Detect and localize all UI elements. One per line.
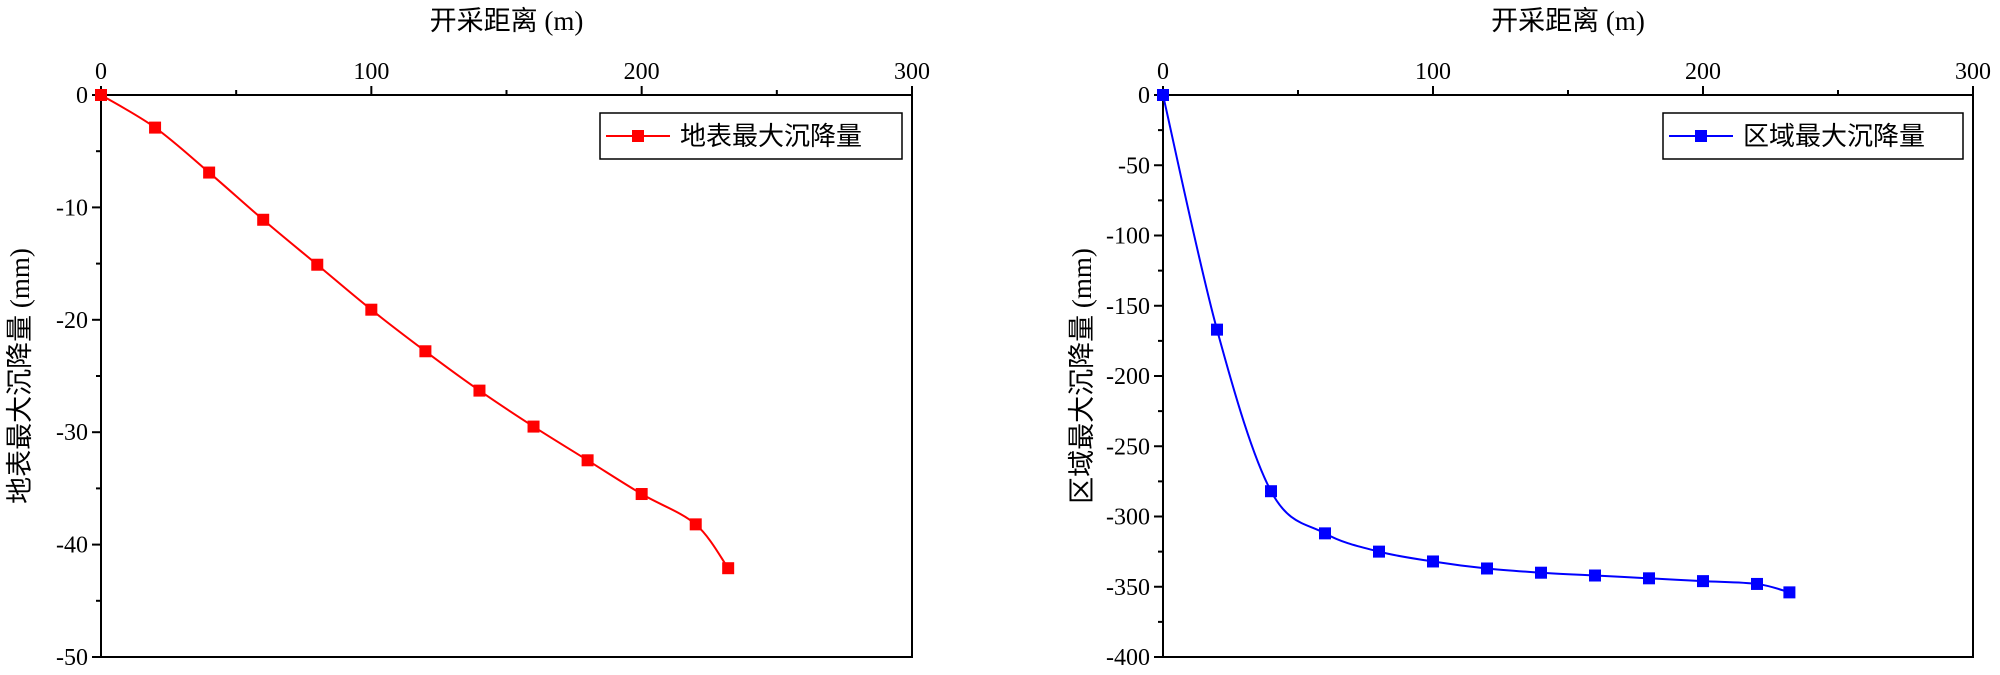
data-point [1157, 89, 1169, 101]
plot-frame [100, 94, 913, 658]
data-point [1265, 485, 1277, 498]
data-point [257, 213, 270, 226]
x-tick-label: 0 [1157, 59, 1169, 85]
legend-marker [632, 130, 644, 142]
x-tick-label: 300 [894, 59, 930, 85]
y-tick-label: -400 [1106, 645, 1150, 670]
data-point [95, 89, 107, 101]
data-point [473, 384, 486, 397]
data-point [1589, 569, 1601, 582]
y-tick-label: -250 [1106, 434, 1150, 460]
data-point [149, 121, 162, 134]
right-chart: 0 100 200 300 0 -50 -100 -150 -200 -250 -300 -350 -4… [1067, 6, 1991, 671]
x-tick-label: 200 [1685, 59, 1721, 85]
data-point [1319, 527, 1331, 540]
x-axis-title: 开采距离 (m) [1491, 6, 1645, 36]
data-point [1211, 323, 1223, 336]
y-axis-title: 区域最大沉降量 (mm) [1067, 248, 1097, 504]
data-point [1481, 562, 1493, 575]
x-tick-label: 100 [353, 59, 389, 85]
left-chart: 0 100 200 300 0 -10 -20 -30 -40 -50 开采距离 (m) 地表最大沉降… [5, 6, 930, 671]
y-tick-label: -40 [56, 533, 88, 559]
legend-label: 区域最大沉降量 [1743, 122, 1925, 151]
data-point [1783, 586, 1796, 599]
data-point [1697, 575, 1709, 588]
series-line [100, 94, 729, 569]
y-tick-label: -300 [1106, 505, 1150, 531]
y-tick-label: 0 [76, 83, 88, 109]
y-tick-label: -20 [56, 308, 88, 334]
data-point [203, 166, 216, 179]
data-point [1427, 555, 1439, 568]
plot-frame [1162, 94, 1974, 658]
legend-marker [1695, 130, 1707, 142]
y-tick-label: -10 [56, 195, 88, 221]
y-tick-label: -150 [1106, 294, 1150, 320]
series-line [1162, 94, 1790, 594]
data-point [1643, 572, 1655, 585]
y-axis-title: 地表最大沉降量 (mm) [5, 248, 35, 504]
data-point [1373, 545, 1385, 558]
y-tick-label: -30 [56, 420, 88, 446]
data-point [1751, 577, 1763, 590]
data-point [722, 562, 735, 575]
y-tick-label: -50 [56, 645, 88, 670]
y-tick-label: -350 [1106, 575, 1150, 601]
data-point [365, 303, 378, 316]
legend-label: 地表最大沉降量 [680, 122, 862, 151]
data-point [1535, 566, 1547, 579]
data-point [635, 488, 648, 501]
x-tick-label: 0 [95, 59, 107, 85]
y-tick-label: -100 [1106, 224, 1150, 250]
x-tick-label: 300 [1955, 59, 1991, 85]
x-axis-title: 开采距离 (m) [430, 6, 584, 36]
data-point [689, 518, 702, 531]
data-point [527, 420, 540, 433]
legend-box [599, 112, 903, 160]
y-tick-label: 0 [1138, 83, 1150, 109]
y-tick-label: -200 [1106, 364, 1150, 390]
x-tick-label: 200 [624, 59, 660, 85]
data-point [311, 258, 324, 271]
data-point [419, 345, 432, 358]
x-tick-label: 100 [1415, 59, 1451, 85]
y-tick-label: -50 [1118, 153, 1150, 179]
data-point [581, 454, 594, 467]
